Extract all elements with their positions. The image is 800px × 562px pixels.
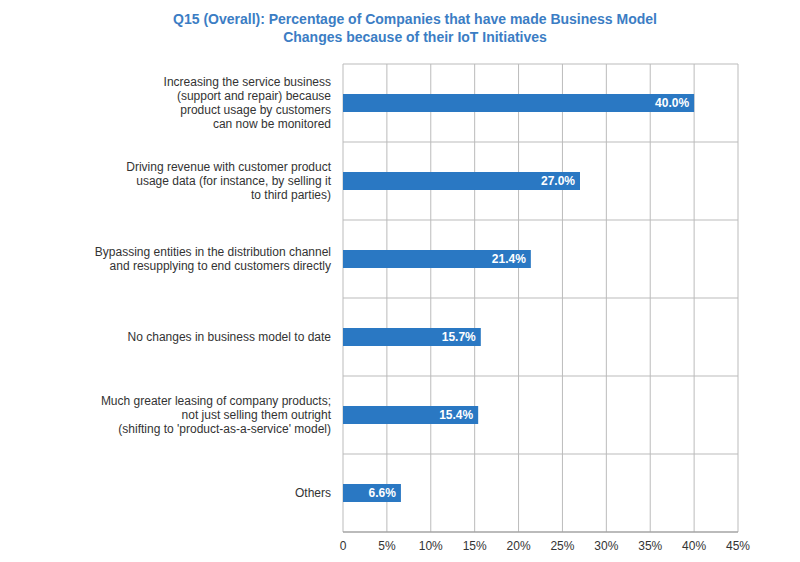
svg-text:6.6%: 6.6% [369,486,397,500]
svg-text:0: 0 [340,539,347,553]
svg-text:40.0%: 40.0% [655,96,689,110]
svg-text:15.4%: 15.4% [439,408,473,422]
svg-text:Bypassing entities in the dist: Bypassing entities in the distribution c… [95,245,331,273]
svg-text:5%: 5% [378,539,396,553]
svg-text:Increasing the service busines: Increasing the service business(support … [164,75,332,131]
svg-text:15.7%: 15.7% [442,330,476,344]
svg-text:20%: 20% [507,539,531,553]
svg-text:40%: 40% [682,539,706,553]
svg-text:45%: 45% [726,539,750,553]
svg-text:Others: Others [295,486,331,500]
svg-text:Much greater leasing of compan: Much greater leasing of company products… [101,394,332,436]
svg-text:27.0%: 27.0% [541,174,575,188]
svg-text:25%: 25% [550,539,574,553]
svg-text:30%: 30% [594,539,618,553]
svg-text:35%: 35% [638,539,662,553]
svg-text:15%: 15% [463,539,487,553]
svg-text:Driving revenue with customer: Driving revenue with customer productusa… [126,160,331,202]
svg-text:21.4%: 21.4% [492,252,526,266]
svg-text:No changes in business model t: No changes in business model to date [128,330,332,344]
svg-text:10%: 10% [419,539,443,553]
html-text:Q15 (Overall): Percentage of C: Q15 (Overall): Percentage of Companies t… [173,11,657,45]
